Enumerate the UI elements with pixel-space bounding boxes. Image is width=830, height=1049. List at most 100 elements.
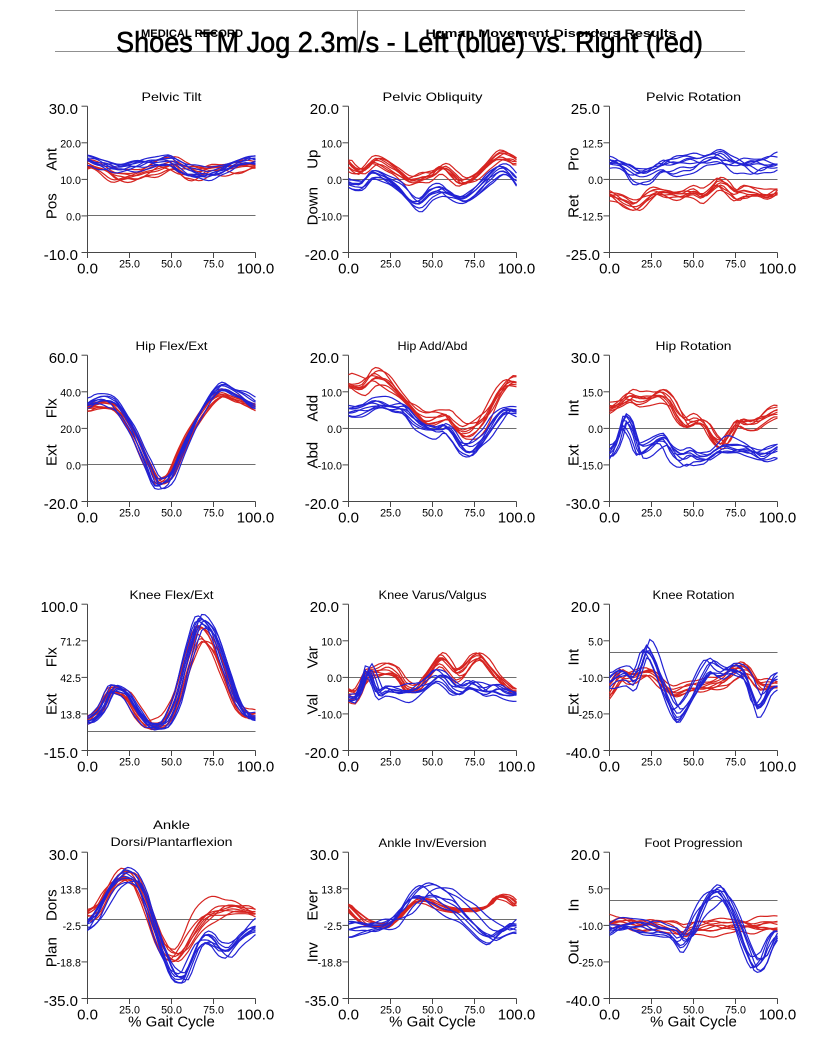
- svg-text:Int: Int: [566, 399, 583, 417]
- svg-text:25.0: 25.0: [119, 757, 140, 769]
- svg-text:100.0: 100.0: [498, 261, 536, 278]
- svg-text:-18.8: -18.8: [57, 957, 81, 969]
- svg-text:Pelvic Obliquity: Pelvic Obliquity: [383, 90, 483, 104]
- svg-text:25.0: 25.0: [119, 259, 140, 271]
- svg-text:25.0: 25.0: [380, 1005, 401, 1017]
- svg-text:0.0: 0.0: [338, 1007, 359, 1024]
- svg-text:25.0: 25.0: [641, 757, 662, 769]
- svg-text:0.0: 0.0: [588, 175, 603, 187]
- svg-text:25.0: 25.0: [380, 508, 401, 520]
- svg-text:-20.0: -20.0: [305, 247, 339, 264]
- svg-text:100.0: 100.0: [498, 510, 536, 527]
- svg-text:-2.5: -2.5: [63, 921, 81, 933]
- svg-text:Dors: Dors: [44, 889, 61, 921]
- svg-text:100.0: 100.0: [237, 759, 275, 776]
- svg-text:Ext: Ext: [44, 444, 61, 467]
- svg-text:-35.0: -35.0: [305, 993, 339, 1010]
- svg-text:30.0: 30.0: [310, 847, 339, 864]
- svg-text:13.8: 13.8: [321, 884, 342, 896]
- svg-text:50.0: 50.0: [161, 1005, 182, 1017]
- svg-text:Out: Out: [566, 939, 583, 964]
- svg-text:60.0: 60.0: [49, 350, 78, 367]
- svg-text:15.0: 15.0: [582, 387, 603, 399]
- svg-text:42.5: 42.5: [60, 673, 81, 685]
- svg-text:Pelvic Tilt: Pelvic Tilt: [142, 90, 203, 104]
- svg-text:50.0: 50.0: [422, 757, 443, 769]
- svg-text:50.0: 50.0: [161, 757, 182, 769]
- svg-text:0.0: 0.0: [599, 1007, 620, 1024]
- svg-text:-12.5: -12.5: [579, 211, 603, 223]
- svg-text:50.0: 50.0: [683, 508, 704, 520]
- svg-text:100.0: 100.0: [40, 599, 78, 616]
- svg-text:0.0: 0.0: [327, 673, 342, 685]
- svg-text:30.0: 30.0: [571, 350, 600, 367]
- svg-text:-40.0: -40.0: [566, 745, 600, 762]
- svg-text:75.0: 75.0: [203, 259, 224, 271]
- svg-text:Pos: Pos: [44, 193, 61, 219]
- svg-text:Ret: Ret: [566, 194, 583, 218]
- svg-text:0.0: 0.0: [338, 759, 359, 776]
- svg-text:0.0: 0.0: [599, 261, 620, 278]
- svg-text:-35.0: -35.0: [44, 993, 78, 1010]
- svg-text:20.0: 20.0: [60, 138, 81, 150]
- svg-text:75.0: 75.0: [203, 508, 224, 520]
- svg-text:MEDICAL RECORD: MEDICAL RECORD: [141, 28, 243, 40]
- svg-text:-10.0: -10.0: [44, 247, 78, 264]
- svg-text:100.0: 100.0: [759, 261, 797, 278]
- svg-text:100.0: 100.0: [237, 510, 275, 527]
- svg-text:100.0: 100.0: [759, 1007, 797, 1024]
- svg-text:Knee Flex/Ext: Knee Flex/Ext: [130, 588, 215, 602]
- svg-text:Shoes TM Jog 2.3m/s - Left (bl: Shoes TM Jog 2.3m/s - Left (blue) vs. Ri…: [116, 27, 703, 59]
- svg-text:75.0: 75.0: [725, 508, 746, 520]
- svg-text:0.0: 0.0: [599, 510, 620, 527]
- svg-text:5.0: 5.0: [588, 884, 603, 896]
- svg-text:Down: Down: [305, 187, 322, 225]
- svg-text:Hip Flex/Ext: Hip Flex/Ext: [136, 339, 209, 353]
- svg-text:75.0: 75.0: [725, 757, 746, 769]
- svg-text:-2.5: -2.5: [324, 921, 342, 933]
- svg-text:Human Movement Disorders Resul: Human Movement Disorders Results: [426, 28, 677, 40]
- svg-text:75.0: 75.0: [203, 1005, 224, 1017]
- svg-text:Var: Var: [305, 646, 322, 668]
- svg-text:25.0: 25.0: [571, 101, 600, 118]
- svg-text:In: In: [566, 899, 583, 912]
- svg-text:20.0: 20.0: [310, 101, 339, 118]
- svg-text:50.0: 50.0: [161, 259, 182, 271]
- svg-text:Pro: Pro: [566, 148, 583, 171]
- svg-text:-25.0: -25.0: [579, 957, 603, 969]
- svg-text:0.0: 0.0: [77, 261, 98, 278]
- svg-text:100.0: 100.0: [498, 759, 536, 776]
- svg-text:10.0: 10.0: [321, 138, 342, 150]
- svg-text:-15.0: -15.0: [44, 745, 78, 762]
- svg-text:-10.0: -10.0: [318, 709, 342, 721]
- svg-text:100.0: 100.0: [759, 759, 797, 776]
- svg-text:13.8: 13.8: [60, 884, 81, 896]
- svg-text:30.0: 30.0: [49, 101, 78, 118]
- svg-text:50.0: 50.0: [161, 508, 182, 520]
- svg-text:5.0: 5.0: [588, 636, 603, 648]
- svg-text:50.0: 50.0: [683, 1005, 704, 1017]
- svg-text:Flx: Flx: [44, 398, 61, 418]
- svg-text:25.0: 25.0: [641, 259, 662, 271]
- svg-text:Knee Rotation: Knee Rotation: [653, 588, 735, 602]
- svg-text:0.0: 0.0: [338, 261, 359, 278]
- svg-text:Ankle Inv/Eversion: Ankle Inv/Eversion: [379, 836, 487, 850]
- svg-text:Int: Int: [566, 648, 583, 666]
- svg-text:50.0: 50.0: [683, 757, 704, 769]
- svg-text:Add: Add: [305, 395, 322, 422]
- svg-text:75.0: 75.0: [203, 757, 224, 769]
- svg-text:0.0: 0.0: [66, 211, 81, 223]
- svg-text:75.0: 75.0: [464, 259, 485, 271]
- svg-text:Up: Up: [305, 150, 322, 169]
- svg-text:% Gait Cycle: % Gait Cycle: [650, 1014, 737, 1031]
- svg-text:20.0: 20.0: [571, 599, 600, 616]
- svg-text:Pelvic Rotation: Pelvic Rotation: [646, 90, 741, 104]
- svg-text:20.0: 20.0: [310, 350, 339, 367]
- svg-text:Ext: Ext: [566, 444, 583, 467]
- svg-text:Ever: Ever: [305, 890, 322, 921]
- svg-text:40.0: 40.0: [60, 387, 81, 399]
- svg-text:20.0: 20.0: [571, 847, 600, 864]
- svg-text:10.0: 10.0: [321, 387, 342, 399]
- svg-text:-40.0: -40.0: [566, 993, 600, 1010]
- svg-text:0.0: 0.0: [77, 510, 98, 527]
